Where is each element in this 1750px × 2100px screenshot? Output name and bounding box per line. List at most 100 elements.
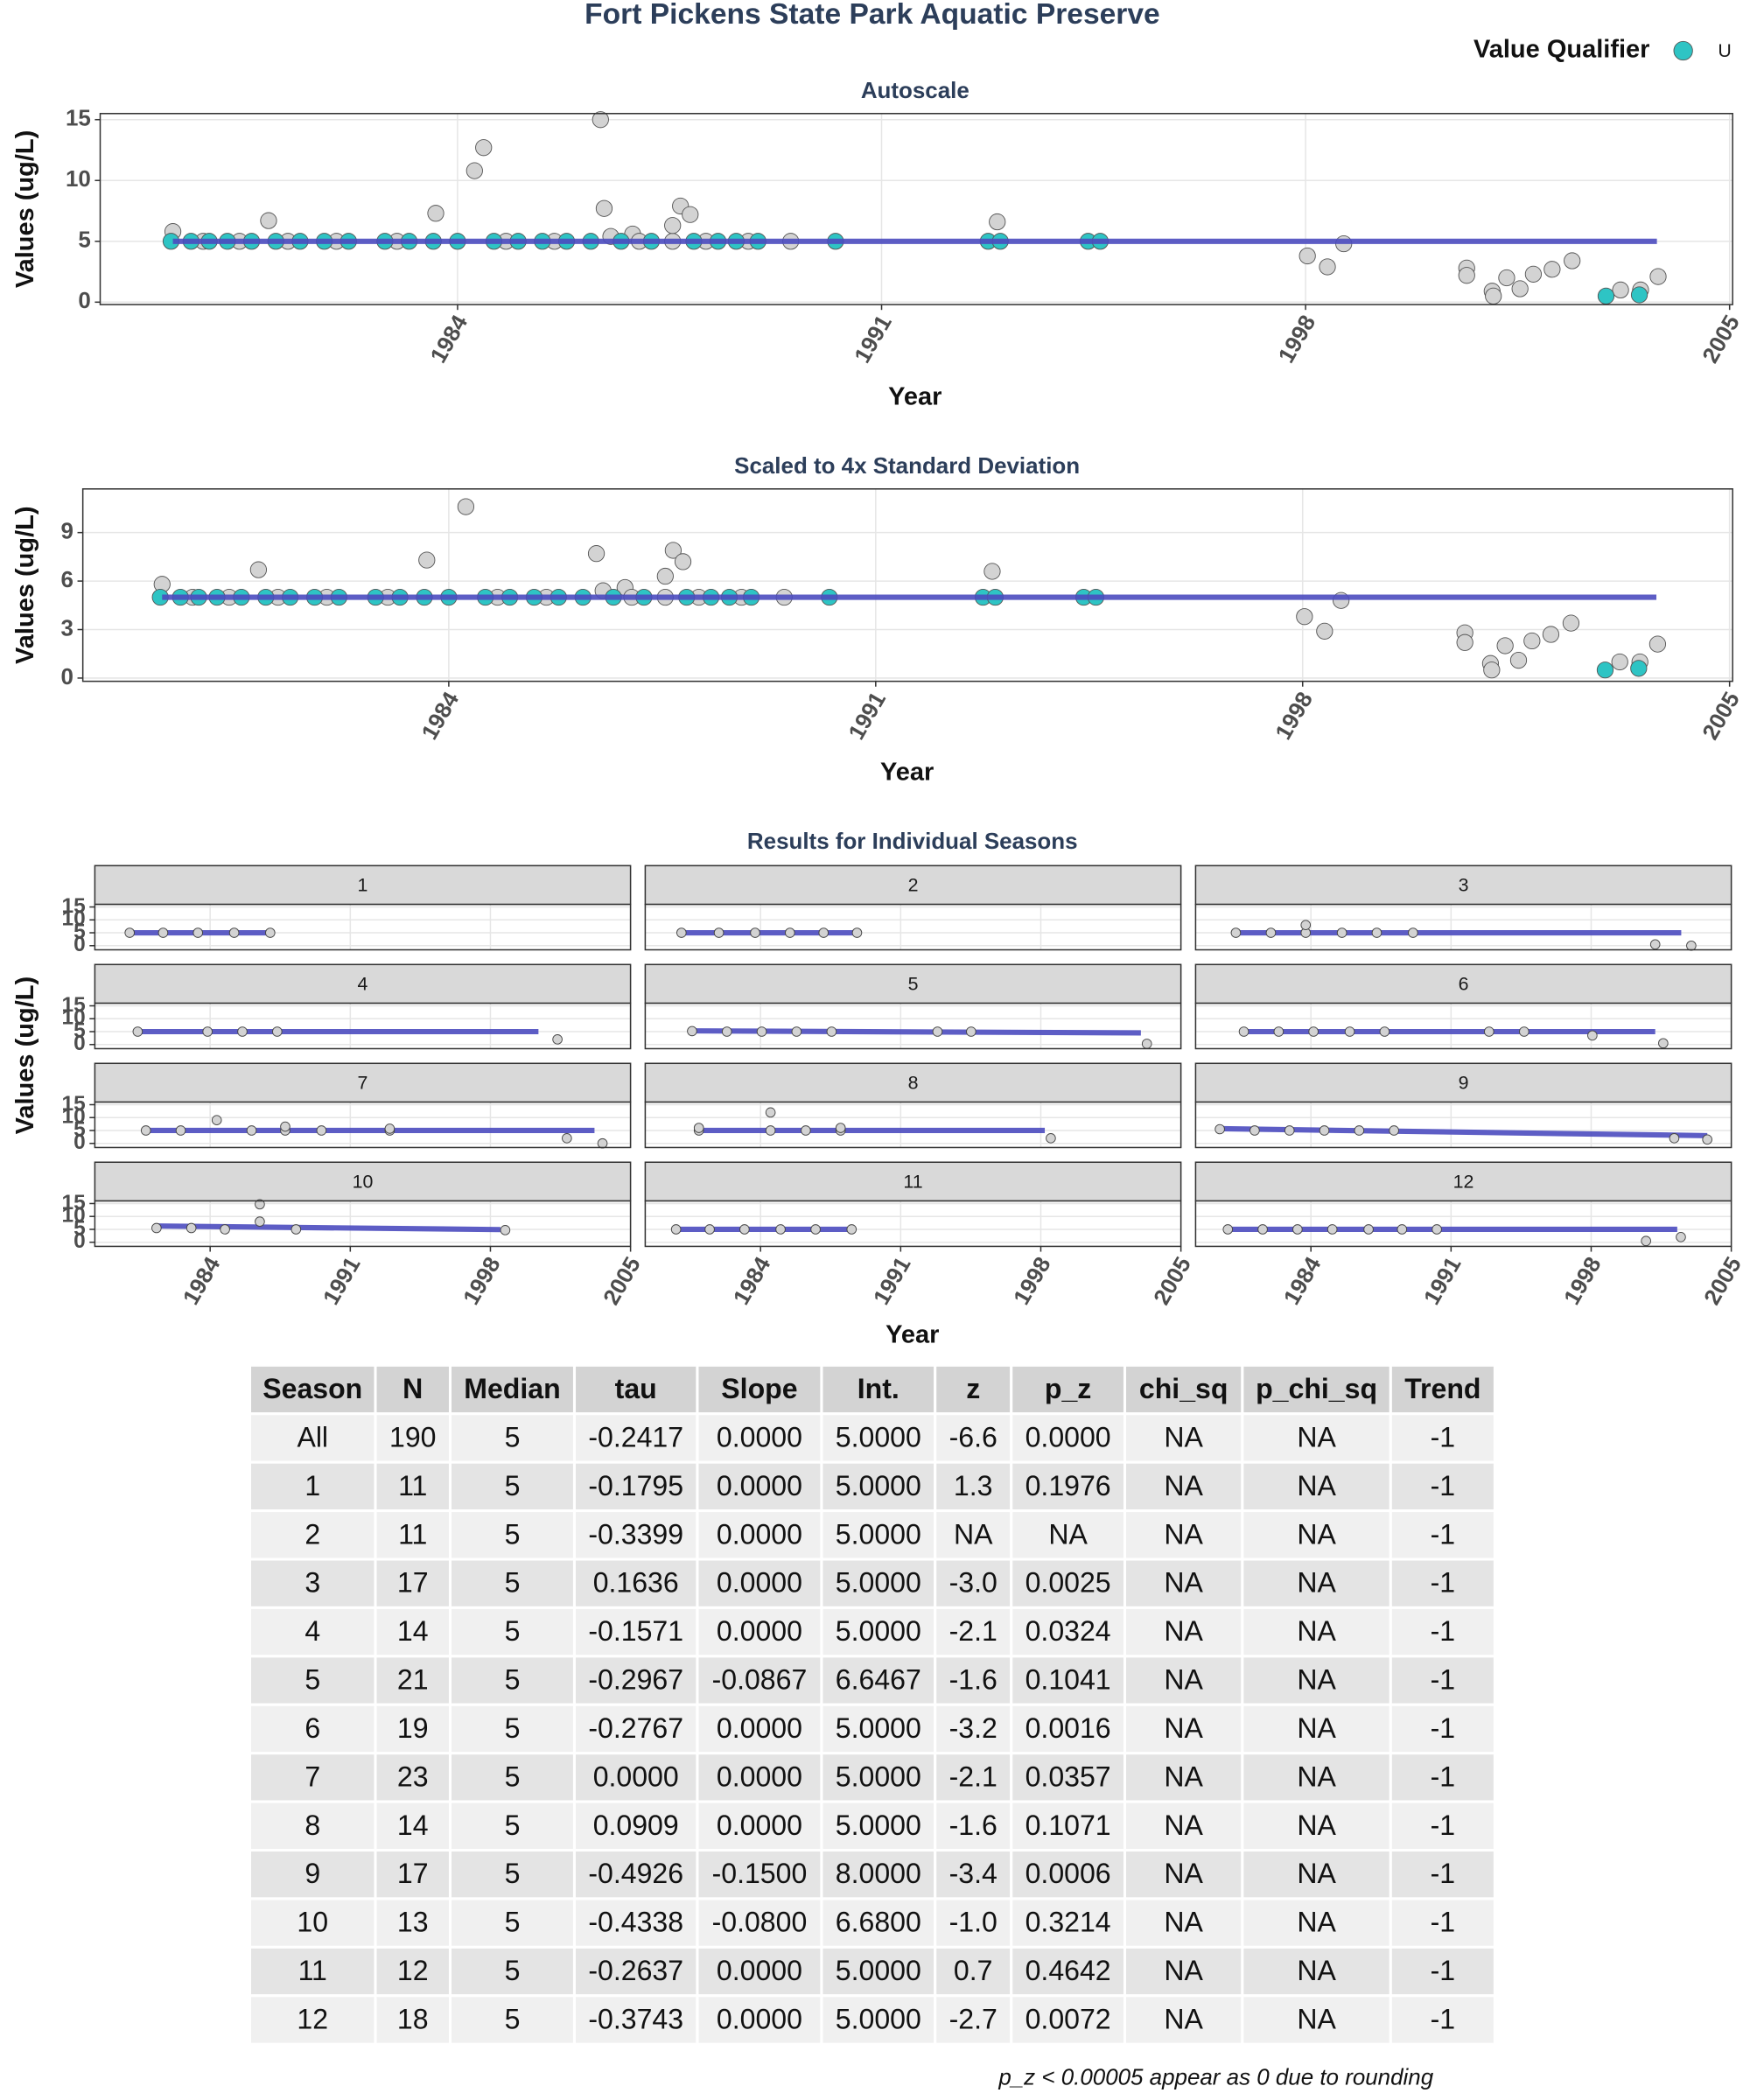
- table-cell: NA: [1048, 1518, 1088, 1550]
- table-cell: -1: [1431, 1421, 1456, 1452]
- plot-background: [82, 488, 1733, 682]
- table-cell: -0.4926: [588, 1858, 683, 1889]
- data-point: [1326, 1224, 1338, 1235]
- table-cell: -0.0800: [712, 1907, 808, 1938]
- table-cell: 0.4642: [1026, 1955, 1111, 1986]
- x-tick-label: 1984: [417, 688, 464, 744]
- table-cell-bg: [1389, 1655, 1496, 1706]
- table-header: N: [402, 1373, 423, 1404]
- table-cell: NA: [1164, 1470, 1203, 1502]
- data-point: [237, 1026, 248, 1037]
- table-cell: 5.0000: [836, 1518, 921, 1550]
- data-point: [656, 567, 674, 585]
- y-axis-title: Values (ug/L): [11, 130, 39, 288]
- data-point: [713, 928, 724, 938]
- plot-background: [94, 1003, 631, 1049]
- data-point: [1597, 287, 1615, 304]
- table-cell-bg: [696, 1752, 823, 1803]
- y-tick-label: 6: [61, 568, 74, 592]
- table-cell-bg: [1123, 1800, 1244, 1852]
- table-cell-bg: [374, 1655, 452, 1706]
- table-cell: 190: [389, 1421, 436, 1452]
- table-cell: 5.0000: [836, 1760, 921, 1792]
- data-point: [175, 1125, 186, 1136]
- data-point: [228, 928, 240, 938]
- table-cell-bg: [448, 1509, 577, 1561]
- table-cell: NA: [1164, 1567, 1203, 1599]
- data-point: [1630, 660, 1648, 677]
- data-point: [592, 111, 609, 129]
- table-cell-bg: [1389, 1509, 1496, 1561]
- data-point: [1511, 280, 1529, 298]
- table-cell-bg: [448, 1752, 577, 1803]
- data-point: [220, 1224, 230, 1235]
- data-point: [801, 1125, 811, 1136]
- table-cell: -1: [1431, 1810, 1456, 1841]
- table-cell: NA: [1164, 1712, 1203, 1744]
- table-cell-bg: [374, 1412, 452, 1464]
- data-point: [587, 545, 606, 563]
- table-cell-bg: [934, 1460, 1013, 1513]
- table-cell: 0.0000: [717, 1712, 802, 1744]
- table-cell-bg: [696, 1848, 823, 1900]
- table-cell: NA: [954, 1518, 993, 1550]
- table-cell-bg: [448, 1460, 577, 1513]
- x-tick-label: 1998: [459, 1253, 506, 1309]
- facet-label: 3: [1459, 875, 1469, 896]
- data-point: [1658, 1038, 1669, 1049]
- y-tick-label: 15: [62, 1092, 86, 1116]
- table-cell-bg: [248, 1945, 377, 1998]
- table-cell-bg: [572, 1800, 699, 1852]
- table-cell: -6.6: [949, 1421, 998, 1452]
- data-point: [316, 1125, 327, 1136]
- table-cell: 0.0000: [717, 1567, 802, 1599]
- table-header-cell: [696, 1363, 823, 1416]
- data-point: [1686, 940, 1697, 951]
- data-point: [1669, 1133, 1680, 1144]
- data-point: [1509, 651, 1528, 669]
- table-cell: -0.2637: [588, 1955, 683, 1986]
- table-cell: NA: [1297, 1664, 1336, 1696]
- plot-background: [645, 1200, 1181, 1247]
- x-tick-label: 1998: [1271, 688, 1318, 744]
- table-cell-bg: [820, 1897, 937, 1949]
- facet-label: 7: [358, 1073, 368, 1094]
- data-point: [186, 1222, 197, 1234]
- table-cell: 0.0025: [1026, 1567, 1111, 1599]
- table-cell: -1: [1431, 1760, 1456, 1792]
- data-point: [151, 1222, 162, 1234]
- table-cell: 1: [304, 1470, 320, 1502]
- data-point: [1519, 1026, 1530, 1037]
- table-cell-bg: [1123, 1655, 1244, 1706]
- table-cell: -0.0867: [712, 1664, 808, 1696]
- table-cell: 0.0000: [717, 1810, 802, 1841]
- table-cell: 0.0000: [717, 2003, 802, 2034]
- table-cell-bg: [572, 1509, 699, 1561]
- table-cell: -1.0: [949, 1907, 998, 1938]
- x-tick-label: 1984: [1279, 1253, 1326, 1309]
- data-point: [1702, 1134, 1712, 1145]
- plot-border: [94, 1101, 632, 1149]
- data-point: [1214, 1124, 1225, 1135]
- y-tick-label: 15: [62, 993, 86, 1017]
- table-cell: NA: [1164, 1858, 1203, 1889]
- table-cell: NA: [1164, 1664, 1203, 1696]
- y-axis-title: Values (ug/L): [11, 506, 39, 663]
- table-cell: 17: [397, 1567, 429, 1599]
- data-point: [1562, 614, 1580, 632]
- data-point: [255, 1199, 265, 1210]
- data-point: [552, 1034, 563, 1045]
- data-point: [427, 205, 444, 222]
- facet-strip: [94, 1062, 632, 1103]
- data-point: [466, 162, 483, 179]
- table-cell: NA: [1164, 1907, 1203, 1938]
- data-point: [989, 213, 1006, 231]
- chart-subtitle: Results for Individual Seasons: [747, 830, 1078, 854]
- table-cell: 11: [398, 1518, 427, 1550]
- table-cell: 5.0000: [836, 1567, 921, 1599]
- facet-label: 11: [903, 1172, 922, 1193]
- table-cell: 12: [397, 1955, 429, 1986]
- facet-strip: [1194, 1062, 1732, 1103]
- data-point: [1396, 1224, 1408, 1235]
- data-point: [595, 200, 613, 217]
